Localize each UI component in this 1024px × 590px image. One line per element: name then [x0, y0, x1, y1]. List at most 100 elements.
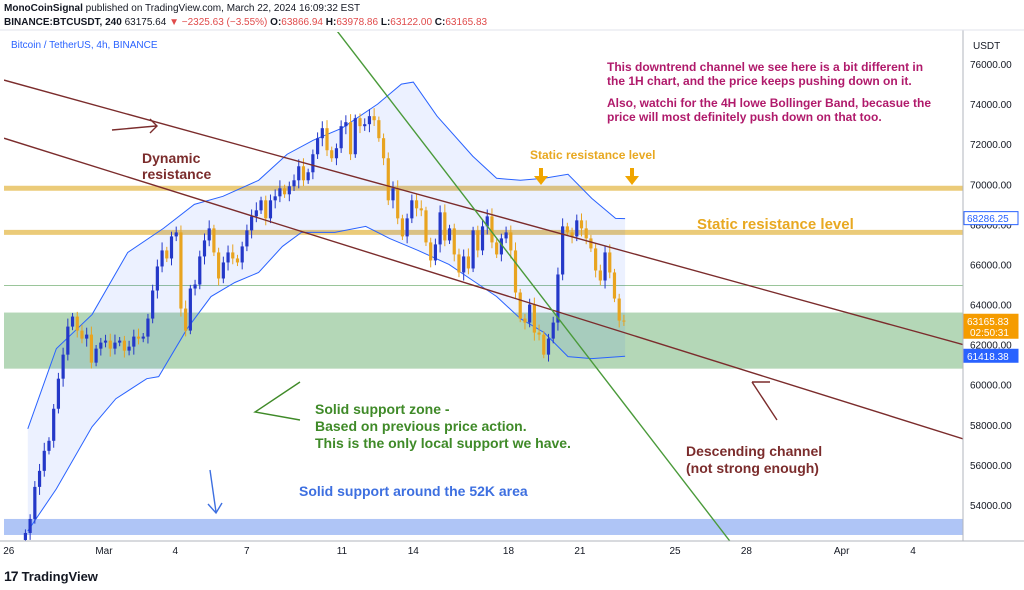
candle-body	[315, 138, 320, 155]
x-tick-label: 4	[910, 546, 916, 557]
candle-body	[56, 378, 61, 409]
candle-body	[579, 220, 584, 229]
candle	[518, 288, 522, 323]
candle	[70, 312, 75, 331]
candle	[372, 108, 376, 126]
arrow-down-shaft	[539, 168, 543, 176]
candle	[495, 238, 499, 259]
price-change: ▼ −2325.63 (−3.55%)	[169, 17, 268, 28]
candle-body	[99, 342, 103, 349]
price-label-box	[963, 348, 1019, 363]
candle-body	[66, 326, 70, 355]
x-tick-label: Mar	[95, 546, 113, 557]
candle	[419, 200, 423, 217]
publish-info: MonoCoinSignal published on TradingView.…	[4, 3, 360, 14]
tradingview-footer: 17 TradingView	[4, 568, 98, 584]
candle-body	[405, 218, 409, 237]
candle-body	[141, 336, 145, 339]
candle-body	[612, 272, 617, 299]
candle-body	[344, 122, 348, 127]
candle	[603, 245, 607, 289]
candle	[127, 340, 131, 356]
candle	[344, 115, 348, 135]
price-label-text: 63165.83	[967, 317, 1009, 328]
annotation-line: Also, watchi for the 4H lowe Bollinger B…	[607, 96, 931, 110]
candle	[523, 313, 527, 330]
annotation-dynamic-resistance: Dynamic resistance	[142, 150, 211, 182]
annotation-line: Dynamic	[142, 150, 201, 166]
candle	[542, 330, 546, 359]
candle-body	[457, 254, 461, 273]
candle	[99, 337, 103, 356]
candle	[103, 334, 108, 348]
price-label-text: 61418.38	[967, 352, 1009, 363]
y-tick-label: 74000.00	[970, 100, 1012, 111]
x-tick-label: 14	[408, 546, 420, 557]
author-name[interactable]: MonoCoinSignal	[4, 3, 83, 14]
candle-body	[226, 252, 230, 263]
candle-body	[28, 518, 32, 533]
candle	[193, 279, 197, 296]
candle	[292, 174, 296, 192]
candle-body	[207, 228, 211, 241]
candle-body	[589, 238, 593, 249]
candle	[273, 189, 277, 209]
price-chart[interactable]: This downtrend channel we see here is a …	[0, 0, 1024, 568]
candle-body	[37, 470, 42, 487]
candle	[556, 267, 560, 331]
candle-body	[377, 120, 381, 139]
candle-body	[438, 212, 442, 245]
candle-body	[396, 188, 400, 219]
x-tick-label: 25	[669, 546, 681, 557]
candle	[381, 133, 386, 166]
candle-body	[509, 232, 513, 251]
candle	[47, 437, 51, 455]
candle-body	[518, 292, 522, 319]
y-tick-label: 56000.00	[970, 461, 1012, 472]
candle	[363, 118, 367, 131]
candle-body	[348, 122, 353, 155]
channel-lower	[4, 137, 963, 440]
candle-body	[217, 252, 221, 279]
candle-body	[551, 322, 555, 339]
candle-body	[311, 154, 315, 173]
candle	[169, 231, 174, 266]
candle-body	[490, 216, 494, 243]
candle-body	[160, 250, 164, 267]
candle-body	[391, 188, 395, 201]
x-tick-label: 11	[337, 546, 348, 557]
candle-body	[334, 148, 339, 159]
candle-body	[410, 200, 414, 219]
price-label[interactable]: 61418.38	[963, 348, 1019, 363]
candle	[165, 246, 169, 263]
price-label[interactable]: 68286.25	[963, 211, 1019, 226]
tradingview-logo-text: TradingView	[21, 568, 98, 584]
candle-body	[301, 166, 306, 181]
candle	[23, 529, 28, 541]
annotation-static-resistance-small: Static resistance level	[530, 148, 655, 162]
candle	[297, 159, 301, 189]
candles	[23, 108, 626, 541]
candle	[551, 316, 555, 344]
annotation-solid-support-zone: Solid support zone -Based on previous pr…	[315, 401, 571, 451]
candle-body	[23, 532, 28, 540]
candle	[240, 241, 244, 270]
candle-body	[575, 220, 579, 237]
candle	[37, 463, 42, 495]
candle-body	[443, 212, 447, 241]
candle-body	[122, 340, 126, 351]
x-tick-label: 7	[244, 546, 250, 557]
candle-body	[480, 226, 485, 251]
candle-body	[565, 226, 569, 233]
candle-body	[570, 232, 574, 237]
candle	[311, 149, 315, 180]
candle	[141, 332, 145, 343]
candle-body	[188, 288, 192, 331]
annotation-line: This is the only local support we have.	[315, 435, 571, 451]
bollinger-band-fill	[27, 82, 626, 531]
candle-body	[462, 256, 466, 273]
candle-body	[603, 252, 607, 281]
candle	[245, 224, 249, 252]
last-price: 63175.64	[124, 17, 167, 28]
